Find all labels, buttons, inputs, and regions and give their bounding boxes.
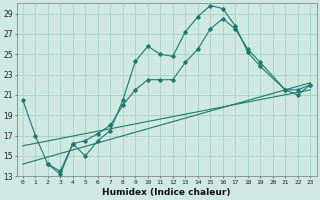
X-axis label: Humidex (Indice chaleur): Humidex (Indice chaleur): [102, 188, 231, 197]
